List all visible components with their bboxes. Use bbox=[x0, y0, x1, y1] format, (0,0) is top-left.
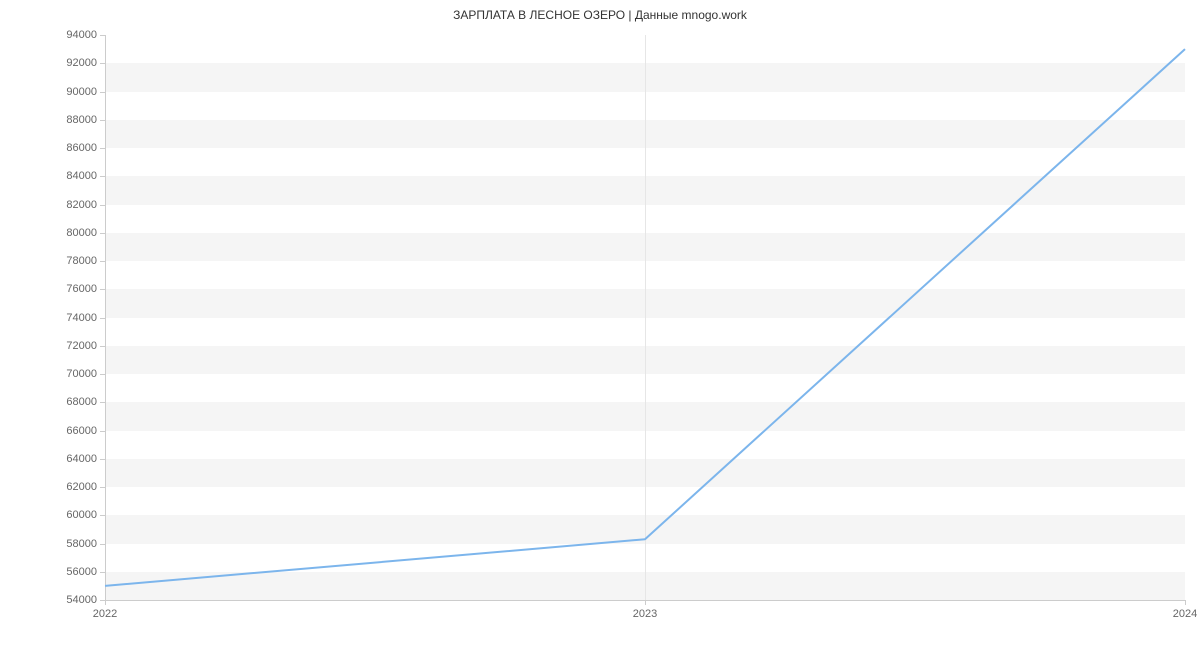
y-tick-label: 74000 bbox=[66, 312, 105, 324]
x-tick-label: 2024 bbox=[1173, 600, 1197, 620]
plot-area: 5400056000580006000062000640006600068000… bbox=[105, 35, 1185, 600]
y-tick-label: 62000 bbox=[66, 481, 105, 493]
y-tick-label: 64000 bbox=[66, 453, 105, 465]
y-tick-label: 90000 bbox=[66, 86, 105, 98]
x-tick-label: 2023 bbox=[633, 600, 657, 620]
y-tick-label: 94000 bbox=[66, 29, 105, 41]
series-line-salary bbox=[105, 49, 1185, 586]
y-tick-label: 58000 bbox=[66, 538, 105, 550]
y-tick-label: 70000 bbox=[66, 368, 105, 380]
y-tick-label: 60000 bbox=[66, 509, 105, 521]
y-tick-label: 86000 bbox=[66, 142, 105, 154]
y-tick-label: 78000 bbox=[66, 255, 105, 267]
y-tick-label: 84000 bbox=[66, 170, 105, 182]
y-tick-label: 68000 bbox=[66, 396, 105, 408]
y-tick-label: 82000 bbox=[66, 199, 105, 211]
chart-container: ЗАРПЛАТА В ЛЕСНОЕ ОЗЕРО | Данные mnogo.w… bbox=[0, 0, 1200, 650]
x-tick-label: 2022 bbox=[93, 600, 117, 620]
y-tick-label: 56000 bbox=[66, 566, 105, 578]
chart-title: ЗАРПЛАТА В ЛЕСНОЕ ОЗЕРО | Данные mnogo.w… bbox=[0, 0, 1200, 22]
y-tick-label: 88000 bbox=[66, 114, 105, 126]
line-series-svg bbox=[105, 35, 1185, 600]
y-tick-label: 92000 bbox=[66, 57, 105, 69]
y-tick-label: 80000 bbox=[66, 227, 105, 239]
y-tick-label: 66000 bbox=[66, 425, 105, 437]
y-tick-label: 72000 bbox=[66, 340, 105, 352]
y-tick-label: 76000 bbox=[66, 283, 105, 295]
x-axis-line bbox=[105, 600, 1185, 601]
